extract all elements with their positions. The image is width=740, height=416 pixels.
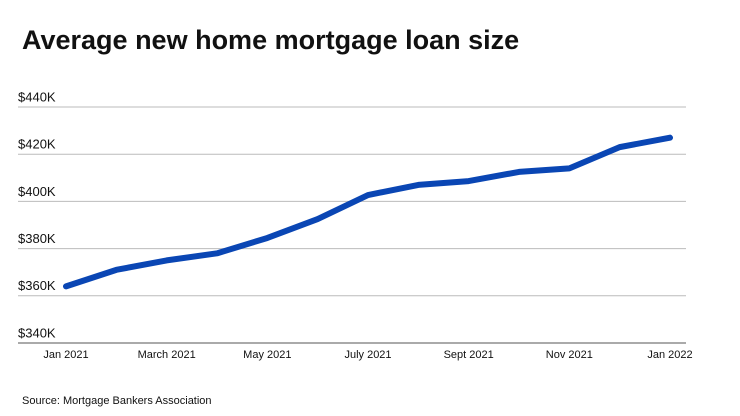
source: Source: Mortgage Bankers Association [22, 395, 212, 407]
y-tick-label: $400K [18, 184, 56, 199]
x-tick-label: Nov 2021 [546, 349, 593, 361]
x-tick-label: Jan 2021 [43, 349, 88, 361]
y-tick-label: $440K [18, 89, 56, 104]
y-tick-label: $340K [18, 325, 56, 340]
x-tick-label: Sept 2021 [444, 349, 494, 361]
y-tick-label: $420K [18, 137, 56, 152]
x-tick-label: May 2021 [243, 349, 291, 361]
x-tick-label: July 2021 [344, 349, 391, 361]
chart-title: Average new home mortgage loan size [22, 25, 519, 55]
y-tick-label: $380K [18, 231, 56, 246]
x-tick-label: Jan 2022 [647, 349, 692, 361]
line-series [63, 134, 673, 290]
y-tick-label: $360K [18, 278, 56, 293]
x-tick-label: March 2021 [138, 349, 196, 361]
